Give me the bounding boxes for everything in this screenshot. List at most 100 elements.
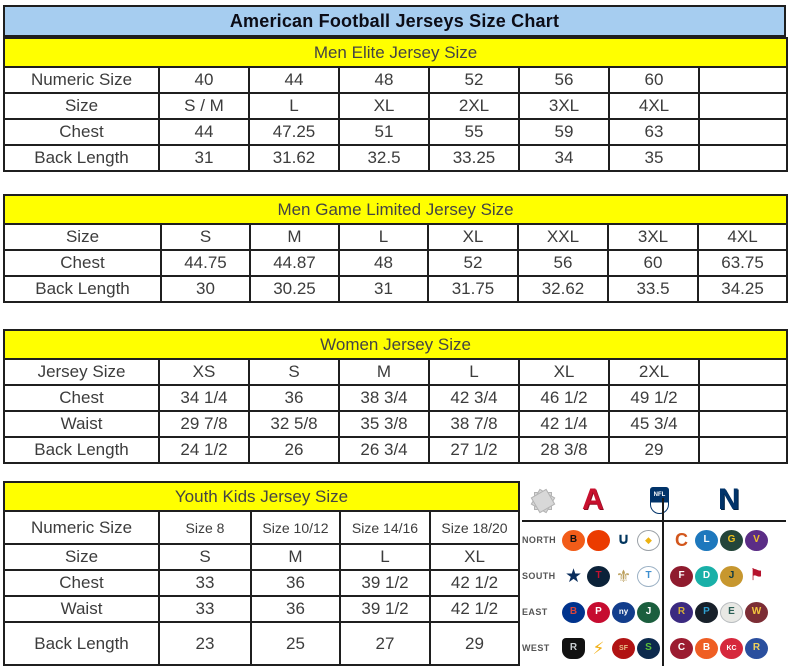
table-section-header: Men Elite Jersey Size: [2, 37, 789, 68]
afc-logo: A: [582, 483, 604, 516]
size-cell: 2XL: [608, 358, 700, 386]
size-cell: 44: [158, 118, 250, 146]
division-label: EAST: [522, 607, 548, 617]
packers-logo: G: [720, 529, 744, 551]
cowboys-logo: ★: [564, 565, 583, 587]
size-cell: 31: [338, 275, 429, 303]
browns-logo: [587, 529, 611, 551]
size-cell: 31.62: [248, 144, 340, 172]
size-cell: S: [160, 223, 251, 251]
size-cell: 36: [248, 384, 340, 412]
bengals-logo: B: [562, 529, 586, 551]
size-table: Men Elite Jersey Size Numeric Size 40 44 48 5…: [2, 37, 789, 172]
row-label: Back Length: [3, 144, 160, 172]
jaguars-logo: J: [720, 565, 744, 587]
size-cell: 42 1/2: [428, 595, 521, 623]
size-cell: 29: [608, 436, 700, 464]
size-cell: L: [248, 92, 340, 120]
division-row: NORTH B ∪ ◆ C L G V: [522, 522, 786, 558]
row-label: Back Length: [3, 621, 160, 666]
size-cell: 27 1/2: [428, 436, 520, 464]
size-cell: 47.25: [248, 118, 340, 146]
size-cell: 56: [517, 249, 609, 277]
size-cell: XL: [428, 543, 521, 571]
redskins-logo: W: [745, 601, 769, 623]
conference-divider: [662, 498, 665, 666]
size-cell: 55: [428, 118, 520, 146]
size-cell: 32.5: [338, 144, 430, 172]
size-cell: 60: [607, 249, 699, 277]
row-label: Numeric Size: [3, 66, 160, 94]
size-cell: XL: [518, 358, 610, 386]
afc-team-group: ★ T ⚜ T: [562, 565, 661, 587]
size-cell: [697, 144, 789, 172]
row-label: Chest: [3, 249, 162, 277]
size-cell: 44.87: [249, 249, 340, 277]
size-cell: 40: [158, 66, 250, 94]
size-cell: Size 10/12: [250, 510, 341, 545]
division-label: WEST: [522, 643, 550, 653]
conference-header: A NFL N: [522, 481, 786, 522]
size-cell: 49 1/2: [608, 384, 700, 412]
youth-kids-table-section: Youth Kids Jersey Size Numeric Size Size 8…: [2, 481, 521, 666]
saints-logo: ⚜: [615, 566, 632, 586]
row-label: Waist: [3, 410, 160, 438]
size-cell: L: [338, 223, 429, 251]
size-cell: 38 3/4: [338, 384, 430, 412]
size-table: Youth Kids Jersey Size Numeric Size Size 8…: [2, 481, 521, 666]
bottom-section: Youth Kids Jersey Size Numeric Size Size 8…: [2, 481, 786, 667]
giants-logo: ny: [612, 601, 636, 623]
ravens-logo: R: [670, 601, 694, 623]
size-cell: 35: [608, 144, 700, 172]
size-cell: 42 1/4: [518, 410, 610, 438]
size-cell: 3XL: [518, 92, 610, 120]
raiders-logo: R: [562, 637, 586, 659]
size-cell: 35 3/8: [338, 410, 430, 438]
row-label: Back Length: [3, 436, 160, 464]
men-elite-table-section: Men Elite Jersey Size Numeric Size 40 44 48 5…: [2, 37, 789, 172]
size-cell: 60: [608, 66, 700, 94]
steelers-logo: ◆: [637, 529, 661, 551]
size-cell: 31: [158, 144, 250, 172]
size-cell: [697, 436, 789, 464]
size-cell: 48: [338, 66, 430, 94]
size-cell: 39 1/2: [339, 569, 431, 597]
size-cell: [697, 384, 789, 412]
size-cell: 34 1/4: [158, 384, 250, 412]
size-cell: 36: [250, 595, 341, 623]
size-table: Women Jersey Size Jersey Size XS S M L XL 2XL Ch…: [2, 329, 789, 464]
size-cell: 3XL: [607, 223, 699, 251]
size-cell: 33: [158, 569, 252, 597]
rams-logo: R: [745, 637, 769, 659]
broncos-logo: B: [695, 637, 719, 659]
size-cell: 2XL: [428, 92, 520, 120]
size-cell: 33.5: [607, 275, 699, 303]
size-cell: XXL: [517, 223, 609, 251]
size-cell: XL: [338, 92, 430, 120]
bears-logo: C: [675, 530, 689, 550]
size-cell: 23: [158, 621, 252, 666]
size-cell: 30: [160, 275, 251, 303]
size-cell: 27: [339, 621, 431, 666]
row-label: Waist: [3, 595, 160, 623]
size-cell: [697, 358, 789, 386]
row-label: Size: [3, 223, 162, 251]
spacer: [3, 172, 786, 194]
spacer: [3, 464, 786, 481]
size-cell: S / M: [158, 92, 250, 120]
size-cell: Size 18/20: [428, 510, 521, 545]
size-cell: 24 1/2: [158, 436, 250, 464]
size-cell: 52: [428, 66, 520, 94]
size-cell: 29: [428, 621, 521, 666]
nfl-shield-logo: NFL: [650, 487, 670, 514]
row-label: Size: [3, 543, 160, 571]
eagles-logo: E: [720, 601, 744, 623]
jets-logo: J: [637, 601, 661, 623]
size-cell: [697, 92, 789, 120]
row-label: Jersey Size: [3, 358, 160, 386]
size-cell: 51: [338, 118, 430, 146]
